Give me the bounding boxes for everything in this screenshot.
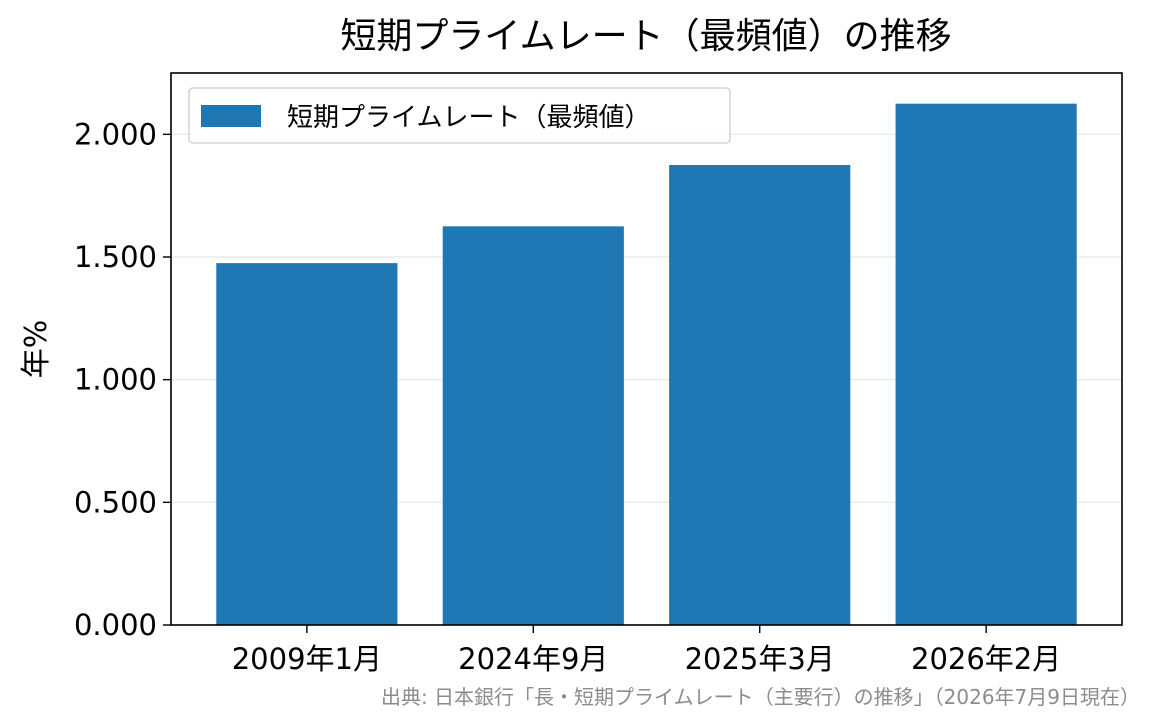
legend-swatch	[201, 105, 261, 127]
chart-title: 短期プライムレート（最頻値）の推移	[340, 16, 951, 57]
x-axis-ticks: 2009年1月 2024年9月 2025年3月 2026年2月	[232, 625, 1061, 676]
y-tick-label: 1.000	[74, 363, 157, 397]
y-axis-ticks: 0.000 0.500 1.000 1.500 2.000	[74, 117, 171, 642]
y-axis-label: 年%	[19, 320, 54, 379]
plot-area	[170, 72, 1123, 626]
y-tick-label: 0.500	[74, 485, 157, 519]
legend: 短期プライムレート（最頻値）	[188, 87, 731, 144]
bar	[216, 263, 398, 625]
x-tick-label: 2009年1月	[232, 642, 382, 676]
x-tick-label: 2025年3月	[685, 642, 835, 676]
y-tick-label: 2.000	[74, 117, 157, 151]
bar	[442, 226, 624, 626]
y-tick-label: 0.000	[74, 608, 157, 642]
bar	[669, 165, 851, 625]
legend-box	[188, 87, 731, 144]
x-tick-label: 2024年9月	[458, 642, 608, 676]
bar	[895, 103, 1077, 625]
legend-label: 短期プライムレート（最頻値）	[287, 103, 650, 133]
source-note: 出典: 日本銀行「長・短期プライムレート（主要行）の推移」（2026年7月9日現…	[381, 685, 1140, 709]
x-tick-label: 2026年2月	[911, 642, 1061, 676]
y-tick-label: 1.500	[74, 240, 157, 274]
bars	[216, 103, 1077, 626]
